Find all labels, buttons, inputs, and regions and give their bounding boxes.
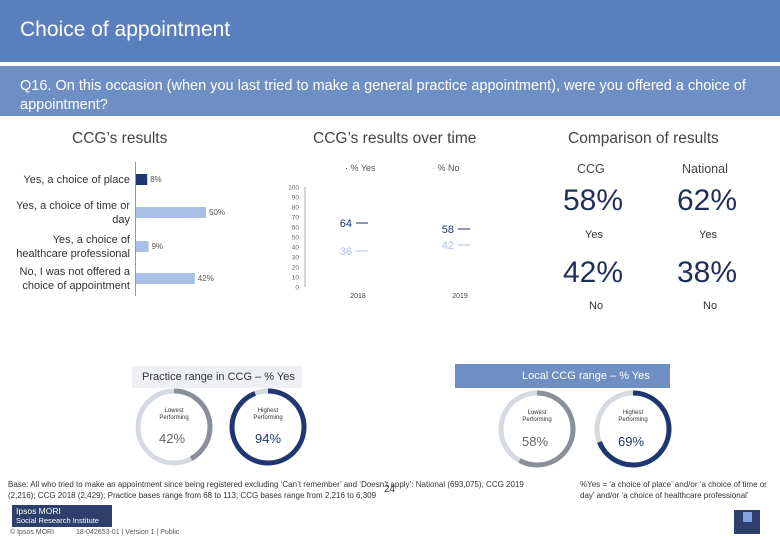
local-range-band bbox=[455, 364, 670, 388]
page-title: Choice of appointment bbox=[20, 18, 231, 41]
local-lowest-label: Lowest Performing bbox=[522, 410, 552, 423]
legend-no: · % No bbox=[432, 163, 460, 173]
logo-mark bbox=[743, 512, 752, 522]
local-lowest-value: 58% bbox=[522, 434, 549, 449]
bar bbox=[136, 174, 148, 185]
y-tick-label: 80 bbox=[292, 205, 300, 212]
y-tick-label: 70 bbox=[292, 215, 300, 222]
logo-line2: Social Research Institute bbox=[16, 516, 99, 525]
legend-yes: · % Yes bbox=[345, 163, 376, 173]
national-no-value: 38% bbox=[677, 256, 738, 289]
bar-value-label: 50% bbox=[209, 208, 225, 217]
bar-category-label: No, I was not offered a choice of appoin… bbox=[19, 266, 130, 292]
ipsos-logo: Ipsos MORI Social Research Institute bbox=[12, 505, 112, 527]
bar-value-label: 9% bbox=[152, 242, 164, 251]
line-point-label: 42 bbox=[442, 240, 454, 252]
logo-line1: Ipsos MORI bbox=[16, 506, 61, 516]
line-point-label: 64 bbox=[340, 218, 352, 230]
local-highest-value: 69% bbox=[618, 434, 645, 449]
practice-highest-value: 94% bbox=[255, 431, 282, 446]
donut-arc bbox=[498, 390, 576, 468]
national-yes-label: Yes bbox=[699, 229, 717, 241]
range-donuts bbox=[135, 388, 672, 468]
y-tick-label: 90 bbox=[292, 195, 300, 202]
ccg-bar-chart: 8% 50% 9% 42% bbox=[135, 162, 225, 296]
bar bbox=[136, 241, 149, 252]
bar-value-label: 8% bbox=[150, 175, 162, 184]
base-note: Base: All who tried to make an appointme… bbox=[8, 480, 524, 500]
copyright: © Ipsos MORI bbox=[10, 529, 55, 536]
bar-category-label: Yes, a choice of healthcare professional bbox=[16, 234, 130, 260]
question-bar bbox=[0, 66, 780, 116]
practice-range-title: Practice range in CCG – % Yes bbox=[142, 371, 295, 383]
bar-category-label: Yes, a choice of time or day bbox=[16, 200, 130, 226]
x-tick-label: 2019 bbox=[452, 293, 468, 300]
header-bar bbox=[0, 0, 780, 62]
comparison-heading: Comparison of results bbox=[568, 130, 719, 147]
y-tick-label: 10 bbox=[292, 275, 300, 282]
y-tick-label: 60 bbox=[292, 225, 300, 232]
y-tick-label: 20 bbox=[292, 265, 300, 272]
practice-lowest-value: 42% bbox=[159, 431, 186, 446]
y-tick-label: 50 bbox=[292, 235, 300, 242]
footer-area bbox=[0, 502, 780, 540]
col-national: National bbox=[682, 162, 728, 176]
line-point-label: 36 bbox=[340, 246, 352, 258]
national-no-label: No bbox=[703, 300, 718, 312]
ccg-yes-value: 58% bbox=[563, 184, 624, 217]
ccg-no-label: No bbox=[589, 300, 604, 312]
page-number: 24 bbox=[384, 484, 396, 495]
donut-arc bbox=[594, 390, 672, 468]
version-info: 18-042653-01 | Version 1 | Public bbox=[76, 529, 180, 536]
y-tick-label: 0 bbox=[295, 285, 299, 292]
col-ccg: CCG bbox=[577, 162, 605, 176]
donut-arc bbox=[229, 388, 307, 466]
question-text: Q16. On this occasion (when you last tri… bbox=[20, 78, 746, 113]
y-tick-label: 30 bbox=[292, 255, 300, 262]
ccg-results-heading: CCG’s results bbox=[72, 130, 168, 147]
bar bbox=[136, 207, 206, 218]
local-range-title: Local CCG range – % Yes bbox=[522, 370, 650, 382]
nhs-logo-icon bbox=[734, 510, 760, 534]
ccg-yes-label: Yes bbox=[585, 229, 603, 241]
line-point-label: 58 bbox=[442, 224, 454, 236]
over-time-heading: CCG’s results over time bbox=[313, 130, 477, 147]
definition-note: %Yes = ‘a choice of place’ and/or ‘a cho… bbox=[580, 480, 767, 500]
local-highest-label: Highest Performing bbox=[618, 410, 648, 423]
bar bbox=[136, 273, 195, 284]
practice-highest-label: Highest Performing bbox=[253, 408, 283, 421]
bar-category-label: Yes, a choice of place bbox=[23, 174, 130, 186]
ccg-no-value: 42% bbox=[563, 256, 624, 289]
y-tick-label: 100 bbox=[288, 185, 299, 192]
bar-value-label: 42% bbox=[198, 274, 214, 283]
y-tick-label: 40 bbox=[292, 245, 300, 252]
practice-range-band bbox=[132, 366, 302, 388]
national-yes-value: 62% bbox=[677, 184, 738, 217]
donut-arc bbox=[135, 388, 213, 466]
practice-lowest-label: Lowest Performing bbox=[159, 408, 189, 421]
x-tick-label: 2018 bbox=[350, 293, 366, 300]
